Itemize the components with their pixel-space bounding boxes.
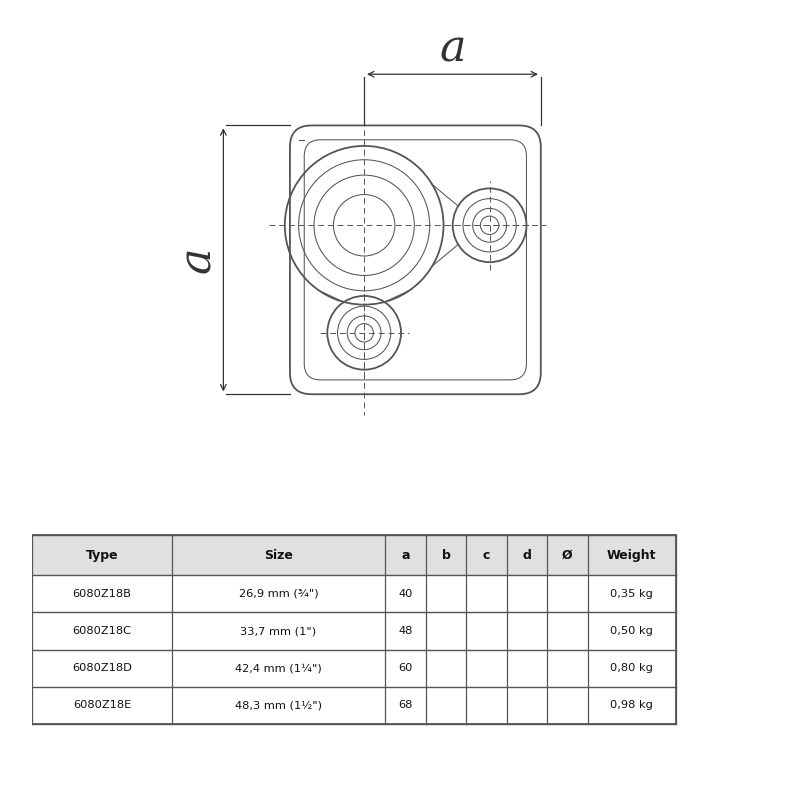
Text: 6080Z18D: 6080Z18D — [72, 663, 132, 673]
Text: 6080Z18B: 6080Z18B — [73, 589, 131, 599]
Text: 68: 68 — [398, 700, 413, 710]
Text: d: d — [522, 549, 531, 562]
Text: 0,80 kg: 0,80 kg — [610, 663, 654, 673]
Text: 42,4 mm (1¼"): 42,4 mm (1¼") — [235, 663, 322, 673]
Text: 33,7 mm (1"): 33,7 mm (1") — [241, 626, 317, 636]
Text: Ø: Ø — [562, 549, 573, 562]
Text: 26,9 mm (¾"): 26,9 mm (¾") — [238, 589, 318, 599]
Bar — [32, 535, 676, 724]
Text: 0,98 kg: 0,98 kg — [610, 700, 654, 710]
Text: Type: Type — [86, 549, 118, 562]
Text: 48,3 mm (1½"): 48,3 mm (1½") — [235, 700, 322, 710]
Text: 6080Z18C: 6080Z18C — [73, 626, 131, 636]
Text: a: a — [176, 246, 219, 273]
Text: 0,35 kg: 0,35 kg — [610, 589, 654, 599]
Text: 0,50 kg: 0,50 kg — [610, 626, 654, 636]
Text: 40: 40 — [398, 589, 413, 599]
Text: 6080Z18E: 6080Z18E — [73, 700, 131, 710]
Text: Weight: Weight — [607, 549, 657, 562]
Text: a: a — [402, 549, 410, 562]
Text: Size: Size — [264, 549, 293, 562]
Text: b: b — [442, 549, 450, 562]
Text: a: a — [439, 27, 466, 70]
Text: 48: 48 — [398, 626, 413, 636]
Text: 60: 60 — [398, 663, 413, 673]
Text: c: c — [482, 549, 490, 562]
Bar — [32, 535, 676, 575]
